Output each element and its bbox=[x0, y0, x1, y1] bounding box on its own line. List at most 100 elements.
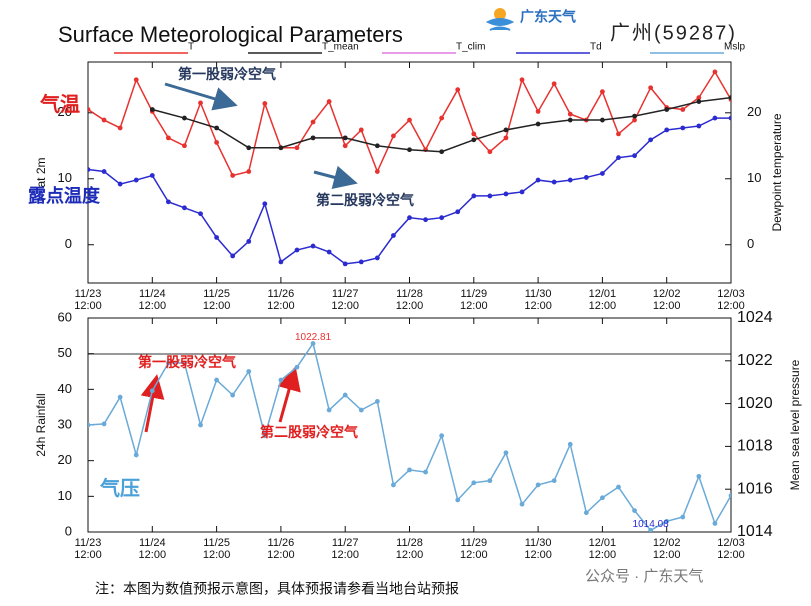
legend-label: Td bbox=[590, 42, 602, 53]
data-point bbox=[439, 433, 445, 439]
data-point bbox=[696, 473, 702, 479]
data-point bbox=[182, 360, 187, 366]
data-point bbox=[567, 111, 573, 117]
data-point bbox=[600, 171, 605, 176]
data-point bbox=[88, 422, 91, 428]
data-label: 1022.81 bbox=[295, 332, 332, 343]
data-point bbox=[567, 177, 573, 183]
annotation: 露点温度 bbox=[28, 186, 100, 207]
y-tick-label: 20 bbox=[58, 452, 72, 467]
chart-title: Surface Meteorological Parameters bbox=[58, 22, 403, 47]
data-point bbox=[149, 107, 155, 112]
data-point bbox=[294, 247, 300, 253]
data-point bbox=[358, 259, 364, 265]
y2-tick-label: 0 bbox=[747, 236, 754, 251]
logo-text: 广东天气 bbox=[520, 9, 576, 25]
data-point bbox=[133, 77, 139, 83]
y-tick-label: 20 bbox=[58, 104, 72, 119]
annotation: 第一股弱冷空气 bbox=[138, 355, 236, 371]
data-point bbox=[165, 199, 171, 205]
arrow bbox=[164, 82, 238, 111]
data-point bbox=[471, 480, 477, 486]
data-point bbox=[583, 510, 589, 516]
data-point bbox=[294, 145, 300, 151]
y-axis-label: 24h Rainfall bbox=[34, 393, 48, 456]
x-tick-label: 11/27 12:00 bbox=[331, 537, 359, 561]
data-point bbox=[101, 421, 107, 427]
data-point bbox=[455, 87, 461, 93]
data-point bbox=[696, 99, 702, 104]
y-axis-label: at 2m bbox=[34, 157, 48, 187]
x-tick-label: 12/02 12:00 bbox=[652, 288, 681, 312]
data-point bbox=[535, 109, 541, 114]
data-label: 1014.08 bbox=[633, 519, 670, 530]
data-point bbox=[326, 99, 332, 104]
data-point bbox=[149, 388, 155, 394]
x-tick-label: 11/27 12:00 bbox=[331, 288, 359, 312]
legend-label: Mslp bbox=[724, 42, 746, 53]
data-point bbox=[648, 137, 654, 143]
y2-tick-label: 1018 bbox=[737, 438, 773, 455]
data-point bbox=[117, 125, 123, 131]
plot-area bbox=[88, 341, 731, 532]
y-tick-label: 50 bbox=[58, 345, 72, 360]
x-tick-label: 12/03 12:00 bbox=[717, 537, 745, 561]
y-tick-label: 0 bbox=[65, 523, 72, 538]
data-point bbox=[262, 433, 268, 439]
data-point bbox=[214, 125, 220, 131]
data-point bbox=[198, 422, 203, 428]
legend-label: T_mean bbox=[322, 42, 359, 53]
data-point bbox=[487, 149, 493, 155]
y-tick-label: 10 bbox=[58, 488, 72, 503]
x-tick-label: 11/23 12:00 bbox=[74, 288, 102, 312]
data-point bbox=[342, 143, 348, 149]
data-point bbox=[519, 77, 525, 83]
data-point bbox=[583, 175, 589, 180]
y2-tick-label: 1024 bbox=[737, 309, 773, 326]
data-point bbox=[165, 135, 171, 141]
data-point bbox=[567, 117, 573, 123]
annotation: 第二股弱冷空气 bbox=[260, 425, 358, 441]
data-point bbox=[407, 117, 412, 123]
data-point bbox=[182, 205, 187, 211]
data-point bbox=[455, 497, 461, 503]
data-point bbox=[342, 135, 348, 141]
data-point bbox=[632, 153, 637, 159]
data-point bbox=[648, 85, 654, 91]
y-tick-label: 40 bbox=[58, 381, 72, 396]
data-point bbox=[230, 253, 236, 259]
data-point bbox=[374, 255, 380, 261]
data-point bbox=[358, 407, 364, 413]
data-point bbox=[519, 501, 525, 507]
x-tick-label: 11/29 12:00 bbox=[460, 537, 488, 561]
data-point bbox=[664, 127, 670, 133]
data-point bbox=[535, 482, 541, 488]
annotation: 气压 bbox=[100, 476, 140, 500]
data-point bbox=[294, 364, 300, 370]
data-point bbox=[342, 392, 348, 398]
data-point bbox=[664, 107, 670, 112]
data-point bbox=[88, 107, 91, 112]
data-point bbox=[149, 173, 155, 178]
data-point bbox=[88, 167, 91, 172]
arrow bbox=[313, 165, 358, 190]
x-tick-label: 11/24 12:00 bbox=[138, 537, 167, 561]
data-point bbox=[503, 135, 509, 141]
data-point bbox=[246, 145, 252, 151]
plot-frame bbox=[87, 317, 732, 533]
data-point bbox=[664, 518, 670, 524]
data-point bbox=[278, 259, 284, 265]
data-point bbox=[423, 469, 428, 475]
data-point bbox=[503, 127, 509, 133]
y2-tick-label: 1014 bbox=[737, 523, 773, 540]
data-point bbox=[600, 117, 605, 123]
data-point bbox=[310, 243, 316, 249]
x-tick-label: 12/01 12:00 bbox=[588, 288, 617, 312]
data-point bbox=[198, 211, 203, 217]
data-point bbox=[535, 121, 541, 127]
y2-tick-label: 1016 bbox=[737, 480, 773, 497]
annotation: 气温 bbox=[40, 92, 80, 116]
data-point bbox=[101, 169, 107, 174]
data-point bbox=[407, 215, 412, 221]
